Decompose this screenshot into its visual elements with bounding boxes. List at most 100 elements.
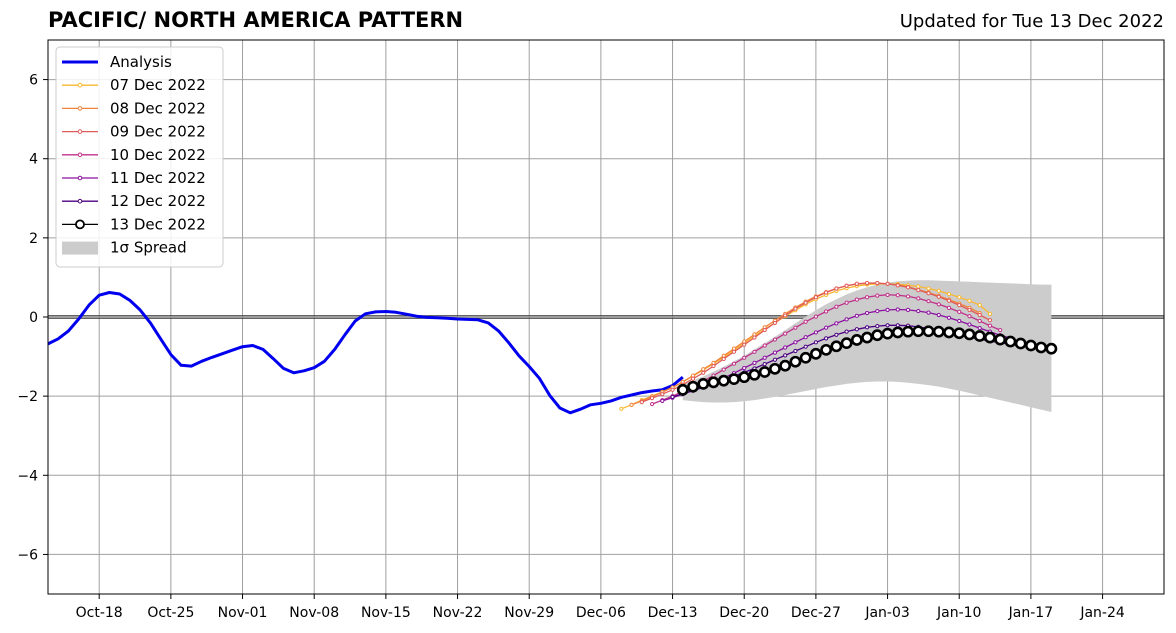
forecast-point: [779, 359, 792, 372]
forecast-point: [895, 293, 900, 298]
forecast-point: [783, 345, 788, 350]
forecast-point: [697, 377, 710, 390]
forecast-point: [905, 285, 911, 290]
forecast-point: [762, 361, 767, 367]
x-tick-label: Jan-10: [936, 605, 981, 621]
forecast-point: [926, 310, 931, 315]
y-tick-label: 2: [29, 231, 38, 247]
forecast-point: [824, 336, 829, 341]
forecast-point: [854, 327, 859, 332]
y-tick-label: −2: [17, 389, 38, 405]
forecast-point: [783, 353, 788, 358]
forecast-point: [649, 396, 655, 401]
forecast-point: [762, 343, 767, 348]
forecast-point: [957, 318, 962, 324]
forecast-point: [830, 340, 843, 353]
forecast-point: [973, 330, 986, 342]
forecast-point: [824, 290, 829, 295]
legend-swatch-marker: [77, 82, 83, 88]
legend-swatch-marker: [75, 219, 85, 230]
forecast-point: [871, 329, 884, 342]
forecast-point: [844, 317, 849, 322]
analysis-line: [47, 291, 684, 415]
forecast-point: [769, 362, 781, 375]
x-tick-label: Nov-08: [289, 605, 339, 621]
forecast-point: [752, 360, 757, 366]
forecast-point: [742, 365, 747, 371]
forecast-point: [967, 314, 972, 319]
y-tick-label: −4: [17, 468, 38, 484]
forecast-point: [752, 335, 757, 340]
forecast-point: [762, 327, 767, 333]
x-tick-label: Oct-18: [76, 605, 123, 621]
forecast-point: [793, 340, 798, 345]
forecast-point: [813, 295, 818, 300]
legend-label: 10 Dec 2022: [110, 146, 206, 164]
forecast-point: [916, 308, 921, 314]
forecast-point: [762, 355, 767, 360]
forecast-point: [967, 307, 972, 312]
forecast-point: [885, 323, 890, 328]
forecast-point: [864, 325, 870, 330]
legend-swatch-marker: [77, 129, 83, 134]
forecast-point: [824, 325, 829, 330]
forecast-point: [660, 392, 665, 397]
forecast-point: [840, 337, 853, 350]
legend-label: 13 Dec 2022: [110, 215, 206, 233]
forecast-point: [861, 331, 873, 344]
forecast-point: [891, 326, 904, 339]
legend-swatch-spread: [62, 241, 98, 255]
forecast-point: [926, 286, 931, 291]
x-tick-label: Nov-29: [504, 605, 554, 621]
forecast-point: [905, 307, 911, 312]
forecast-point: [721, 356, 726, 362]
forecast-point: [1024, 339, 1037, 352]
forecast-point: [946, 305, 952, 310]
forecast-point: [984, 331, 996, 344]
forecast-point: [721, 367, 726, 372]
forecast-point: [946, 291, 952, 297]
forecast-point: [1004, 335, 1017, 348]
forecast-point: [875, 308, 880, 314]
x-tick-label: Nov-15: [361, 605, 411, 621]
legend-swatch-marker: [77, 106, 83, 111]
forecast-point: [977, 303, 982, 308]
forecast-point: [875, 280, 880, 286]
forecast-point: [998, 327, 1003, 333]
forecast-point: [854, 281, 859, 286]
forecast-point: [793, 348, 798, 354]
forecast-point: [916, 287, 921, 293]
forecast-point: [967, 298, 972, 303]
forecast-point: [717, 374, 730, 387]
forecast-point: [885, 307, 890, 312]
forecast-point: [731, 361, 737, 366]
forecast-point: [977, 325, 982, 331]
chart-title: PACIFIC/ NORTH AMERICA PATTERN: [48, 8, 464, 32]
legend-label: 1σ Spread: [110, 239, 187, 257]
y-tick-label: 6: [29, 73, 38, 89]
forecast-point: [799, 351, 812, 364]
forecast-point: [977, 312, 982, 318]
forecast-point: [895, 283, 900, 288]
forecast-point: [936, 312, 941, 318]
forecast-point: [850, 334, 863, 346]
forecast-point: [946, 298, 952, 303]
x-tick-label: Dec-13: [648, 605, 698, 621]
legend-box: [55, 46, 224, 268]
forecast-point: [670, 394, 675, 400]
legend-swatch-marker: [77, 198, 83, 204]
x-tick-label: Nov-22: [433, 605, 483, 621]
forecast-point: [864, 295, 870, 300]
x-tick-label: Dec-20: [719, 605, 769, 621]
chart-subtitle: Updated for Tue 13 Dec 2022: [899, 11, 1164, 32]
forecast-point: [902, 325, 914, 338]
forecast-point: [701, 370, 706, 375]
forecast-point: [875, 293, 880, 298]
y-tick-label: −6: [17, 547, 38, 563]
forecast-point: [905, 294, 911, 299]
forecast-point: [864, 280, 870, 286]
forecast-point: [953, 327, 966, 340]
forecast-point: [803, 344, 808, 349]
forecast-point: [987, 318, 993, 323]
legend-label: 08 Dec 2022: [110, 99, 206, 117]
